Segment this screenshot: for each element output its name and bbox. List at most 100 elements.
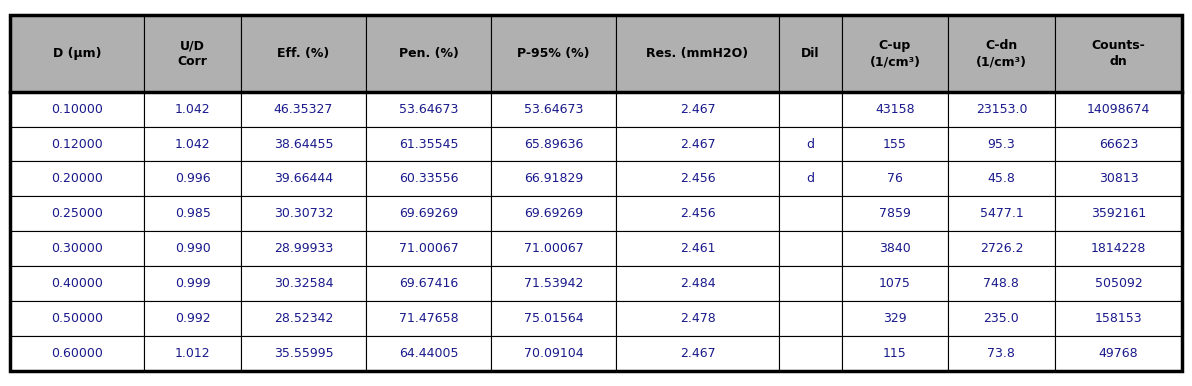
Text: 71.47658: 71.47658 — [398, 312, 458, 325]
Bar — [1055, 336, 1182, 371]
Text: 38.64455: 38.64455 — [274, 137, 334, 151]
Text: 53.64673: 53.64673 — [399, 103, 458, 116]
Text: 76: 76 — [887, 173, 902, 185]
Bar — [10, 161, 144, 196]
Text: 0.990: 0.990 — [175, 242, 211, 255]
Bar — [10, 301, 144, 336]
Bar — [366, 266, 491, 301]
Bar — [144, 92, 241, 127]
Text: 0.60000: 0.60000 — [51, 347, 103, 360]
Text: 0.985: 0.985 — [175, 207, 211, 220]
Text: 53.64673: 53.64673 — [523, 103, 583, 116]
Bar — [948, 301, 1055, 336]
Bar — [10, 92, 144, 127]
Bar — [491, 301, 616, 336]
Text: 39.66444: 39.66444 — [274, 173, 333, 185]
Text: 69.67416: 69.67416 — [399, 277, 458, 290]
Text: 2.484: 2.484 — [679, 277, 715, 290]
Text: 49768: 49768 — [1099, 347, 1138, 360]
Bar — [491, 231, 616, 266]
Text: 2.478: 2.478 — [679, 312, 715, 325]
Bar — [10, 336, 144, 371]
Bar — [241, 127, 366, 161]
Text: 3840: 3840 — [879, 242, 911, 255]
Text: 46.35327: 46.35327 — [274, 103, 334, 116]
Text: 30813: 30813 — [1099, 173, 1138, 185]
Bar — [241, 15, 366, 92]
Bar — [948, 161, 1055, 196]
Text: 28.52342: 28.52342 — [274, 312, 334, 325]
Text: 2.461: 2.461 — [679, 242, 715, 255]
Text: 748.8: 748.8 — [983, 277, 1019, 290]
Bar — [616, 196, 780, 231]
Text: Dil: Dil — [801, 47, 820, 60]
Bar — [241, 266, 366, 301]
Text: 28.99933: 28.99933 — [274, 242, 333, 255]
Text: 0.992: 0.992 — [175, 312, 211, 325]
Bar — [780, 301, 842, 336]
Bar — [842, 196, 948, 231]
Text: 0.20000: 0.20000 — [51, 173, 103, 185]
Text: 75.01564: 75.01564 — [523, 312, 583, 325]
Bar — [842, 266, 948, 301]
Bar — [1055, 161, 1182, 196]
Text: C-dn
(1/cm³): C-dn (1/cm³) — [976, 39, 1028, 68]
Text: 71.00067: 71.00067 — [523, 242, 583, 255]
Text: U/D
Corr: U/D Corr — [178, 39, 207, 68]
Bar — [616, 266, 780, 301]
Text: 61.35545: 61.35545 — [398, 137, 458, 151]
Bar — [491, 127, 616, 161]
Bar — [616, 336, 780, 371]
Bar — [780, 92, 842, 127]
Text: 69.69269: 69.69269 — [399, 207, 458, 220]
Bar — [1055, 127, 1182, 161]
Bar — [491, 196, 616, 231]
Text: 505092: 505092 — [1094, 277, 1142, 290]
Bar — [780, 15, 842, 92]
Text: 95.3: 95.3 — [987, 137, 1016, 151]
Bar — [780, 161, 842, 196]
Bar — [241, 161, 366, 196]
Text: 158153: 158153 — [1094, 312, 1142, 325]
Bar — [241, 301, 366, 336]
Text: 43158: 43158 — [875, 103, 914, 116]
Bar — [948, 336, 1055, 371]
Text: 3592161: 3592161 — [1091, 207, 1147, 220]
Bar — [1055, 301, 1182, 336]
Bar — [366, 127, 491, 161]
Text: 155: 155 — [883, 137, 907, 151]
Text: 0.30000: 0.30000 — [51, 242, 103, 255]
Text: d: d — [807, 137, 814, 151]
Bar — [948, 196, 1055, 231]
Text: 70.09104: 70.09104 — [523, 347, 583, 360]
Text: 0.999: 0.999 — [175, 277, 211, 290]
Bar — [948, 266, 1055, 301]
Bar — [366, 336, 491, 371]
Text: 35.55995: 35.55995 — [274, 347, 334, 360]
Text: 235.0: 235.0 — [983, 312, 1019, 325]
Bar — [948, 127, 1055, 161]
Bar — [491, 266, 616, 301]
Text: 30.30732: 30.30732 — [274, 207, 334, 220]
Bar — [366, 92, 491, 127]
Text: 60.33556: 60.33556 — [398, 173, 458, 185]
Bar — [491, 161, 616, 196]
Bar — [616, 15, 780, 92]
Text: 0.50000: 0.50000 — [51, 312, 103, 325]
Text: 69.69269: 69.69269 — [523, 207, 583, 220]
Bar — [780, 196, 842, 231]
Bar — [241, 231, 366, 266]
Bar — [1055, 196, 1182, 231]
Text: 73.8: 73.8 — [987, 347, 1016, 360]
Text: Pen. (%): Pen. (%) — [398, 47, 459, 60]
Bar — [842, 231, 948, 266]
Bar — [366, 301, 491, 336]
Bar — [144, 15, 241, 92]
Text: 71.53942: 71.53942 — [523, 277, 583, 290]
Bar — [491, 92, 616, 127]
Text: 1.042: 1.042 — [175, 137, 211, 151]
Bar — [241, 92, 366, 127]
Text: 2.456: 2.456 — [679, 207, 715, 220]
Text: C-up
(1/cm³): C-up (1/cm³) — [869, 39, 920, 68]
Text: 66.91829: 66.91829 — [523, 173, 583, 185]
